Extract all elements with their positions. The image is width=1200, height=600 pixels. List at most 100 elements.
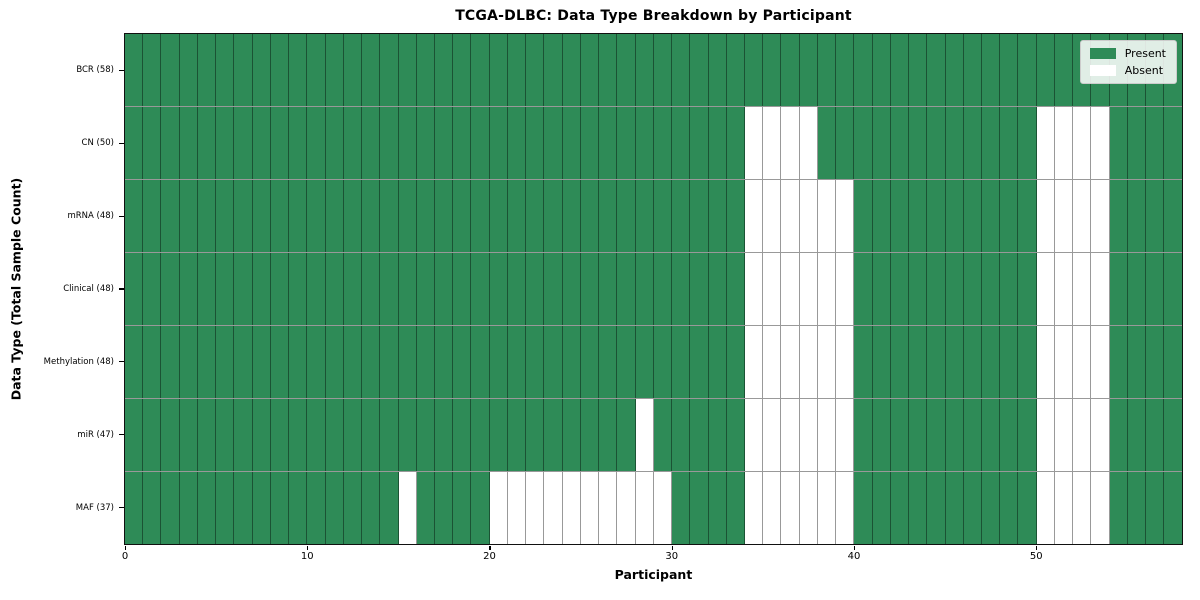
heatmap-cell: [836, 34, 855, 106]
heatmap-cell: [617, 253, 636, 325]
heatmap-cell: [325, 253, 344, 325]
heatmap-cell: [289, 253, 308, 325]
heatmap-cell: [744, 472, 764, 544]
x-tick-mark: [125, 545, 127, 550]
heatmap-cell: [161, 180, 180, 252]
heatmap-cell: [216, 34, 235, 106]
heatmap-cell: [653, 472, 673, 544]
heatmap-cell: [1091, 107, 1110, 179]
heatmap-cell: [197, 326, 217, 398]
heatmap-cell: [872, 180, 891, 252]
heatmap-cell: [1109, 180, 1128, 252]
heatmap-cell: [653, 180, 673, 252]
heatmap-cell: [744, 34, 764, 106]
heatmap-cell: [744, 107, 764, 179]
heatmap-cell: [872, 253, 891, 325]
heatmap-cell: [690, 472, 709, 544]
y-tick-mark: [119, 288, 124, 290]
plot-area: Present Absent 0 10 20 30 40 50: [119, 33, 1183, 562]
heatmap-cell: [161, 34, 180, 106]
heatmap-cell: [927, 472, 946, 544]
heatmap-cell: [252, 399, 271, 471]
heatmap-cell: [1109, 253, 1128, 325]
heatmap-cell: [289, 107, 308, 179]
heatmap-cell: [890, 34, 910, 106]
heatmap-cell: [726, 253, 745, 325]
heatmap-cell: [635, 34, 654, 106]
heatmap-cell: [507, 34, 527, 106]
heatmap-cell: [179, 399, 198, 471]
x-tick-label: 20: [483, 551, 496, 562]
y-tick-label: miR (47): [77, 430, 114, 441]
heatmap-cell: [982, 472, 1001, 544]
heatmap-cell: [234, 34, 253, 106]
legend-label-present: Present: [1124, 47, 1166, 60]
heatmap-cell: [270, 326, 290, 398]
heatmap-cell: [982, 107, 1001, 179]
heatmap-cell: [617, 326, 636, 398]
heatmap-cell: [1073, 472, 1092, 544]
heatmap-cell: [1000, 180, 1019, 252]
heatmap-cell: [234, 253, 253, 325]
heatmap-cell: [507, 253, 527, 325]
heatmap-cell: [580, 253, 600, 325]
x-tick-label: 0: [121, 551, 129, 562]
heatmap-cell: [945, 326, 964, 398]
heatmap-cell: [708, 326, 727, 398]
heatmap-cell: [489, 180, 508, 252]
heatmap-cell: [909, 180, 928, 252]
heatmap-cell: [434, 472, 454, 544]
heatmap-cell: [398, 180, 417, 252]
heatmap-cell: [307, 399, 326, 471]
heatmap-cell: [161, 107, 180, 179]
heatmap-cell: [143, 253, 162, 325]
heatmap-cell: [1146, 180, 1165, 252]
heatmap-cell: [726, 180, 745, 252]
heatmap-cell: [599, 472, 618, 544]
heatmap-cell: [343, 180, 363, 252]
heatmap-cell: [289, 34, 308, 106]
heatmap-cell: [580, 34, 600, 106]
heatmap-cell: [125, 399, 144, 471]
heatmap-cell: [398, 253, 417, 325]
heatmap-cell: [909, 107, 928, 179]
heatmap-cell: [817, 253, 837, 325]
heatmap-cell: [526, 253, 545, 325]
x-tick-mark: [671, 545, 673, 550]
heatmap-cell: [289, 472, 308, 544]
heatmap-cell: [1146, 253, 1165, 325]
heatmap-cell: [690, 107, 709, 179]
heatmap-cell: [1054, 34, 1074, 106]
heatmap-cell: [380, 399, 399, 471]
heatmap-cell: [781, 34, 800, 106]
heatmap-cell: [434, 253, 454, 325]
heatmap-cell: [1054, 472, 1074, 544]
heatmap-cell: [398, 326, 417, 398]
heatmap-cell: [836, 107, 855, 179]
heatmap-cell: [234, 107, 253, 179]
heatmap-cell: [763, 253, 782, 325]
heatmap-cell: [1018, 34, 1037, 106]
heatmap-cell: [726, 107, 745, 179]
heatmap-cell: [544, 326, 563, 398]
heatmap-cell: [599, 326, 618, 398]
heatmap-cell: [489, 34, 508, 106]
heatmap-cell: [526, 399, 545, 471]
heatmap-cell: [307, 180, 326, 252]
x-tick-mark: [489, 545, 491, 550]
heatmap-cell: [763, 326, 782, 398]
heatmap-cell: [325, 180, 344, 252]
heatmap-cell: [216, 326, 235, 398]
y-tick-label: Clinical (48): [63, 284, 114, 294]
heatmap-cell: [1036, 107, 1055, 179]
legend-item-absent: Absent: [1089, 65, 1166, 76]
heatmap-cell: [1091, 180, 1110, 252]
heatmap-cell: [1127, 180, 1147, 252]
heatmap-cell: [635, 472, 654, 544]
heatmap-cell: [143, 34, 162, 106]
heatmap-cell: [1054, 399, 1074, 471]
heatmap-cell: [635, 326, 654, 398]
heatmap-cell: [307, 326, 326, 398]
heatmap-cell: [398, 472, 417, 544]
heatmap-cell: [1036, 180, 1055, 252]
